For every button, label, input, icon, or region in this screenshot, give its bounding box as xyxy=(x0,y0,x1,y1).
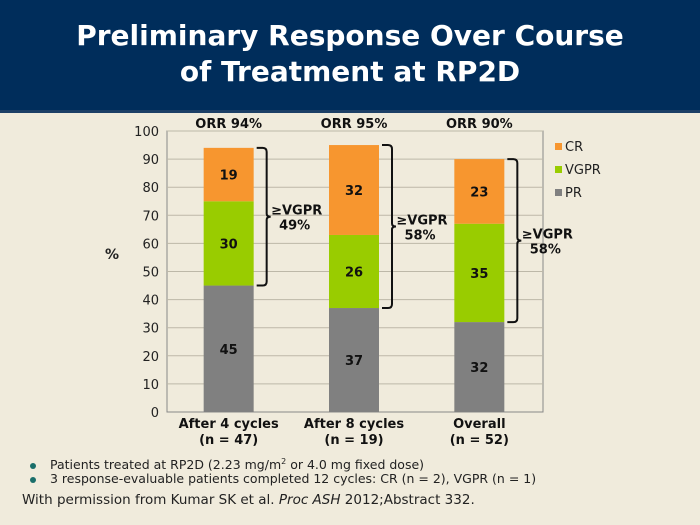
bracket xyxy=(256,146,271,287)
data-label: 32 xyxy=(470,361,488,376)
data-label: 35 xyxy=(470,267,488,282)
bullet-icon xyxy=(30,476,36,483)
legend-swatch-pr xyxy=(555,189,562,196)
bullet-icon xyxy=(30,462,36,469)
bullet-item: Patients treated at RP2D (2.23 mg/m2 or … xyxy=(30,453,536,472)
x-tick-label: Overall xyxy=(453,417,505,432)
bracket-label: ≥VGPR xyxy=(396,214,447,229)
y-axis-label: % xyxy=(105,247,119,263)
bar-segment-cr xyxy=(454,159,505,224)
orr-label: ORR 90% xyxy=(446,117,513,132)
legend-label: CR xyxy=(565,140,583,155)
data-label: 37 xyxy=(345,354,363,369)
y-tick-label: 40 xyxy=(142,294,159,309)
slide-title: Preliminary Response Over Course of Trea… xyxy=(0,18,700,90)
orr-label: ORR 94% xyxy=(195,117,262,132)
bullet-list: Patients treated at RP2D (2.23 mg/m2 or … xyxy=(30,453,536,487)
data-label: 32 xyxy=(345,184,363,199)
y-tick-label: 100 xyxy=(134,125,159,140)
legend-label: VGPR xyxy=(565,163,601,178)
legend-label: PR xyxy=(565,186,582,201)
title-line-1: Preliminary Response Over Course xyxy=(76,19,624,52)
bracket-value: 49% xyxy=(279,219,310,234)
bar-segment-pr xyxy=(329,308,379,412)
y-tick-label: 80 xyxy=(142,181,159,196)
x-tick-label: (n = 52) xyxy=(450,433,509,448)
bracket xyxy=(382,144,397,310)
x-tick-label: (n = 47) xyxy=(199,433,258,448)
bracket-label: ≥VGPR xyxy=(271,204,322,219)
legend-swatch-cr xyxy=(555,143,562,150)
bracket xyxy=(507,158,522,324)
title-line-2: of Treatment at RP2D xyxy=(179,55,521,88)
bar-segment-vgpr xyxy=(329,234,379,309)
y-tick-label: 50 xyxy=(142,266,159,281)
y-tick-label: 20 xyxy=(142,350,159,365)
bracket-value: 58% xyxy=(404,229,435,244)
legend-swatch-vgpr xyxy=(555,166,562,173)
orr-label: ORR 95% xyxy=(321,117,388,132)
data-label: 30 xyxy=(220,237,238,252)
bracket-value: 58% xyxy=(530,243,561,258)
x-tick-label: After 8 cycles xyxy=(304,417,404,432)
data-label: 23 xyxy=(470,185,488,200)
data-label: 26 xyxy=(345,266,363,281)
bar-segment-pr xyxy=(454,322,505,412)
citation: With permission from Kumar SK et al. Pro… xyxy=(22,492,475,508)
y-tick-label: 70 xyxy=(142,209,159,224)
data-label: 19 xyxy=(220,169,238,184)
y-tick-label: 90 xyxy=(142,153,159,168)
x-tick-label: (n = 19) xyxy=(324,433,383,448)
bar-segment-cr xyxy=(203,147,254,202)
y-tick-label: 60 xyxy=(142,237,159,252)
title-banner: Preliminary Response Over Course of Trea… xyxy=(0,0,700,113)
bar-segment-pr xyxy=(203,285,254,412)
x-tick-label: After 4 cycles xyxy=(179,417,279,432)
bar-segment-cr xyxy=(329,145,379,235)
y-tick-label: 30 xyxy=(142,322,159,337)
data-label: 45 xyxy=(220,343,238,358)
y-tick-label: 10 xyxy=(142,378,159,393)
bar-segment-vgpr xyxy=(203,201,254,286)
bracket-label: ≥VGPR xyxy=(522,228,573,243)
bullet-item: 3 response-evaluable patients completed … xyxy=(30,470,536,487)
y-tick-label: 0 xyxy=(151,406,159,421)
bar-segment-vgpr xyxy=(454,223,505,323)
